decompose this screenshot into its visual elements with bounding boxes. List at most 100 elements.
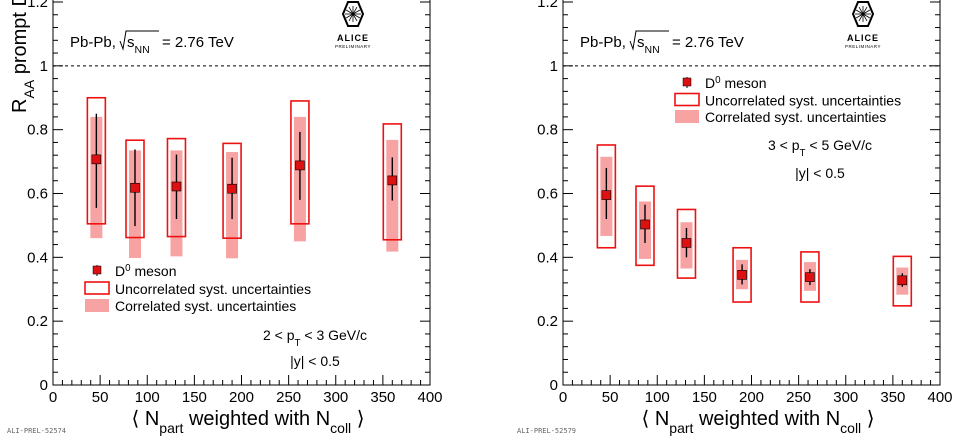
y-tick-label: 1.2: [537, 0, 558, 11]
sqrt-s-nn-part: s: [637, 34, 645, 51]
x-tick-label: 400: [417, 389, 442, 406]
y-tick-label: 0: [550, 377, 558, 394]
x-tick-label: 250: [786, 389, 811, 406]
x-axis-title-part: ⟨ N: [131, 408, 159, 430]
y-axis-title-part: AA: [21, 79, 37, 98]
system-label-prefix: Pb-Pb,: [580, 34, 626, 51]
legend-swatch-correlated: [85, 299, 109, 312]
sqrt-s-nn-part: s: [127, 34, 135, 51]
data-point: [805, 272, 815, 282]
system-label-energy: = 2.76 TeV: [162, 34, 234, 51]
uncorrelated-syst-box: [800, 251, 820, 303]
logo-ray: [855, 13, 864, 19]
legend-label-d0: D0 meson: [705, 75, 767, 92]
y-axis-title-part: prompt D: [9, 0, 31, 80]
data-point: [640, 219, 650, 230]
uncorrelated-syst-box: [892, 255, 913, 307]
uncorrelated-syst-box: [290, 100, 310, 225]
x-axis-title-part: ⟩: [351, 408, 364, 430]
data-point: [897, 275, 908, 286]
data-point: [227, 183, 237, 194]
logo-ray: [352, 13, 361, 19]
y-tick-label: 1.2: [27, 0, 48, 11]
logo-ray: [352, 6, 358, 15]
data-point: [737, 270, 747, 280]
logo-ray: [855, 9, 864, 15]
sqrt-s-nn-part: NN: [645, 44, 660, 56]
data-point: [681, 238, 692, 248]
x-axis-title-part: ⟨ N: [641, 408, 669, 430]
data-point: [295, 160, 305, 171]
legend-label-correlated: Correlated syst. uncertainties: [115, 298, 296, 314]
x-axis-title-part: part: [159, 420, 183, 436]
x-tick-label: 350: [880, 389, 905, 406]
uncorrelated-syst-box: [382, 123, 403, 241]
uncorrelated-syst-box: [166, 137, 187, 238]
preliminary-id: ALI-PREL-52574: [7, 427, 66, 435]
x-axis-title-part: coll: [330, 420, 351, 436]
logo-text: ALICE: [337, 33, 369, 43]
y-tick-label: 0.8: [27, 122, 48, 139]
y-tick-label: 1: [550, 58, 558, 75]
sqrt-symbol: [629, 30, 669, 51]
logo-ray: [345, 9, 354, 15]
data-point: [91, 154, 102, 165]
sqrt-s-nn: sNN: [127, 34, 150, 56]
x-tick-label: 0: [559, 389, 567, 406]
legend-label-uncorrelated: Uncorrelated syst. uncertainties: [705, 93, 901, 109]
y-tick-label: 0.8: [537, 122, 558, 139]
legend-label-uncorrelated: Uncorrelated syst. uncertainties: [115, 281, 311, 297]
logo-subtext: PRELIMINARY: [845, 44, 881, 49]
legend-label-d0-part: 0: [125, 263, 131, 274]
legend-swatch-correlated: [675, 110, 699, 123]
legend-swatch-uncorrelated: [674, 92, 700, 107]
x-tick-label: 200: [739, 389, 764, 406]
pt-range-label-part: < 5 GeV/c: [805, 137, 872, 153]
x-axis-title-part: weighted with N: [693, 408, 840, 430]
x-axis-title-part: coll: [840, 420, 861, 436]
x-tick-label: 400: [927, 389, 952, 406]
legend-label-d0: D0 meson: [115, 263, 177, 280]
x-axis-title-part: weighted with N: [183, 408, 330, 430]
legend-label-d0-part: meson: [131, 263, 177, 279]
logo-text: ALICE: [847, 33, 879, 43]
logo-octagon: [851, 1, 875, 27]
logo-ray: [862, 9, 871, 15]
y-tick-label: 0.4: [27, 249, 48, 266]
x-tick-label: 300: [323, 389, 348, 406]
legend-marker: [682, 77, 692, 87]
x-tick-label: 50: [602, 389, 619, 406]
y-tick-label: 0.2: [27, 313, 48, 330]
uncorrelated-syst-box: [596, 144, 617, 249]
logo-ray: [858, 6, 864, 15]
y-tick-label: 1: [40, 58, 48, 75]
logo-subtext: PRELIMINARY: [335, 44, 371, 49]
pt-range-label-part: T: [295, 338, 301, 349]
y-tick-label: 0.4: [537, 249, 558, 266]
uncorrelated-syst-box: [86, 96, 107, 225]
logo-ray: [352, 9, 361, 15]
legend-label-d0-part: D: [115, 263, 125, 279]
data-point: [171, 181, 182, 192]
logo-ray: [862, 13, 871, 19]
legend-label-d0-part: meson: [721, 75, 767, 91]
rapidity-label: |y| < 0.5: [290, 353, 340, 369]
logo-ray: [858, 13, 864, 22]
pt-range-label: 2 < pT < 3 GeV/c: [263, 327, 367, 349]
logo-ray: [862, 6, 868, 15]
x-tick-label: 0: [49, 389, 57, 406]
logo-octagon: [341, 1, 365, 27]
uncorrelated-syst-box: [222, 142, 242, 239]
x-axis-title-part: part: [669, 420, 693, 436]
legend-label-d0-part: D: [705, 75, 715, 91]
logo-ray: [348, 13, 354, 22]
x-tick-label: 350: [370, 389, 395, 406]
x-axis-title: ⟨ Npart weighted with Ncoll ⟩: [641, 408, 874, 436]
rapidity-label: |y| < 0.5: [795, 165, 845, 181]
x-axis-title-part: ⟩: [861, 408, 874, 430]
legend-label-correlated: Correlated syst. uncertainties: [705, 109, 886, 125]
y-axis-title: RAA prompt D: [9, 0, 37, 113]
